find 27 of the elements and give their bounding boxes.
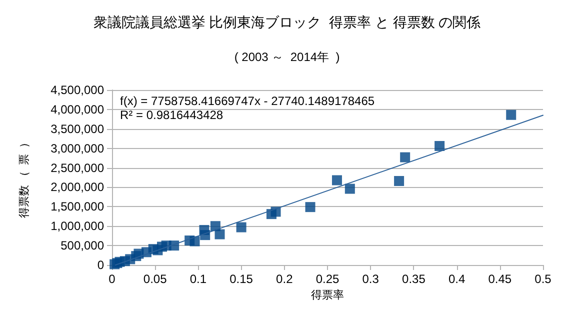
y-tick-label: 0 <box>97 258 104 272</box>
x-tick-label: 0.15 <box>230 272 254 286</box>
chart-title: 衆議院議員総選挙 比例東海ブロック 得票率 と 得票数 の関係 <box>93 14 481 30</box>
y-tick-label: 3,000,000 <box>50 141 104 156</box>
x-tick-label: 0.3 <box>362 272 380 286</box>
x-tick-label: 0.05 <box>143 272 168 286</box>
y-tick-label: 500,000 <box>60 238 104 253</box>
y-tick-label: 2,000,000 <box>50 180 104 194</box>
y-tick-label: 1,500,000 <box>50 200 104 214</box>
x-tick-label: 0.25 <box>316 272 340 286</box>
x-tick-label: 0.2 <box>276 272 294 286</box>
y-tick-label: 4,500,000 <box>50 83 104 97</box>
x-axis-title: 得票率 <box>311 288 344 302</box>
x-tick-label: 0.4 <box>448 272 466 286</box>
y-axis-title: 得票数 （ 票 ） <box>18 136 30 218</box>
x-tick-label: 0 <box>108 272 116 286</box>
x-tick-label: 0.5 <box>534 272 552 286</box>
y-tick-label: 2,500,000 <box>50 160 104 175</box>
x-tick-label: 0.45 <box>488 272 512 286</box>
x-tick-label: 0.35 <box>402 272 426 286</box>
y-tick-label: 4,000,000 <box>50 102 104 116</box>
annotation: f(x) = 7758758.41669747x - 27740.1489178465 <box>120 94 375 108</box>
chart-subtitle: ( 2003 ～ 2014年 ) <box>234 50 340 64</box>
annotation: R² = 0.9816443428 <box>120 108 224 122</box>
y-tick-label: 1,000,000 <box>50 219 104 234</box>
x-tick-label: 0.1 <box>190 272 207 286</box>
y-tick-label: 3,500,000 <box>50 122 104 136</box>
